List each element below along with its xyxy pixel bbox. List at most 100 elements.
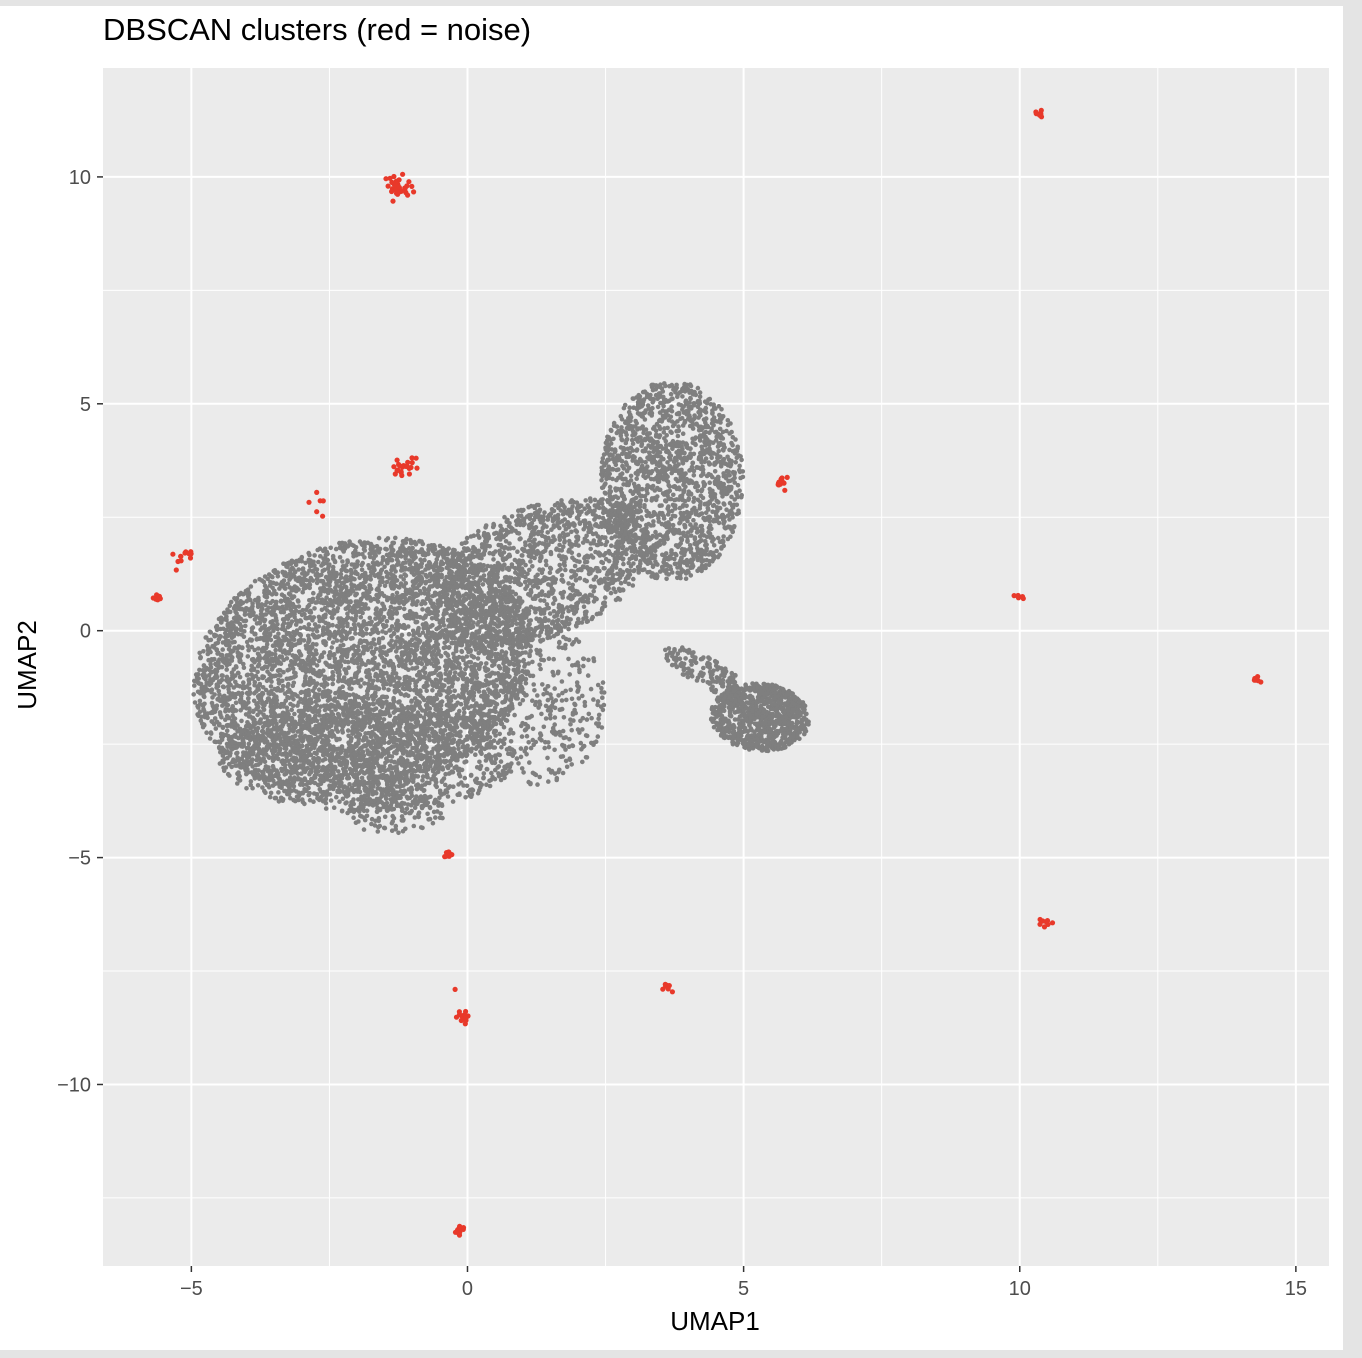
cluster-point xyxy=(206,638,211,643)
cluster-point xyxy=(350,635,355,641)
cluster-point xyxy=(423,572,429,578)
cluster-point xyxy=(376,562,381,567)
cluster-point xyxy=(245,606,250,612)
cluster-point xyxy=(235,670,241,676)
cluster-point xyxy=(362,694,367,700)
cluster-point xyxy=(421,697,427,703)
cluster-point xyxy=(367,671,372,677)
cluster-point xyxy=(339,633,345,639)
cluster-point xyxy=(436,625,441,631)
cluster-point xyxy=(456,746,461,752)
cluster-point xyxy=(263,654,269,659)
cluster-point xyxy=(249,672,254,677)
cluster-point xyxy=(357,609,362,615)
cluster-point xyxy=(394,557,400,562)
cluster-point xyxy=(388,642,394,648)
cluster-point xyxy=(264,678,270,684)
cluster-point xyxy=(327,655,332,661)
cluster-point xyxy=(272,781,278,787)
cluster-point xyxy=(281,669,286,675)
cluster-point xyxy=(462,671,468,677)
cluster-point xyxy=(353,592,358,598)
cluster-point xyxy=(378,648,383,654)
cluster-point xyxy=(351,554,356,559)
cluster-point xyxy=(413,687,419,692)
cluster-point xyxy=(407,616,413,621)
cluster-point xyxy=(257,621,263,626)
cluster-point xyxy=(349,542,355,548)
cluster-point xyxy=(298,625,303,631)
cluster-point xyxy=(287,603,292,609)
cluster-point xyxy=(230,707,235,713)
cluster-point xyxy=(355,644,361,649)
cluster-point xyxy=(397,699,402,704)
cluster-point xyxy=(268,619,273,625)
cluster-point xyxy=(333,546,339,552)
cluster-point xyxy=(402,567,408,572)
cluster-point xyxy=(236,651,241,656)
cluster-point xyxy=(266,590,272,596)
cluster-point xyxy=(393,583,399,589)
cluster-point xyxy=(349,645,355,650)
cluster-point xyxy=(314,600,320,605)
cluster-point xyxy=(368,586,374,592)
cluster-point xyxy=(252,660,257,665)
cluster-point xyxy=(263,687,269,693)
cluster-point xyxy=(425,774,430,780)
cluster-point xyxy=(407,609,413,614)
cluster-point xyxy=(386,648,392,654)
cluster-point xyxy=(294,628,300,633)
cluster-point xyxy=(349,659,355,664)
cluster-point xyxy=(373,573,378,579)
cluster-point xyxy=(291,566,296,572)
cluster-point xyxy=(306,558,312,564)
cluster-point xyxy=(281,620,287,626)
cluster-point xyxy=(279,598,284,604)
cluster-point xyxy=(192,700,198,705)
cluster-point xyxy=(267,658,273,664)
cluster-point xyxy=(191,692,196,697)
cluster-point xyxy=(422,601,428,606)
cluster-point xyxy=(452,670,458,675)
cluster-point xyxy=(225,633,231,639)
cluster-point xyxy=(414,700,419,706)
cluster-point xyxy=(296,649,302,654)
cluster-point xyxy=(312,606,317,611)
cluster-point xyxy=(343,636,349,642)
cluster-point xyxy=(402,686,407,692)
cluster-point xyxy=(266,572,272,577)
cluster-point xyxy=(301,586,307,591)
cluster-point xyxy=(288,633,293,639)
cluster-point xyxy=(353,613,359,618)
cluster-point xyxy=(245,654,251,659)
cluster-point xyxy=(359,662,365,667)
cluster-point xyxy=(368,569,374,575)
cluster-point xyxy=(288,701,293,707)
cluster-point xyxy=(320,568,326,574)
cluster-point xyxy=(202,701,207,707)
cluster-point xyxy=(360,629,365,635)
cluster-point xyxy=(446,697,452,703)
cluster-point xyxy=(226,737,232,742)
cluster-point xyxy=(507,708,512,713)
cluster-point xyxy=(314,567,320,572)
cluster-point xyxy=(446,672,451,678)
cluster-point xyxy=(497,717,502,723)
cluster-point xyxy=(392,578,398,584)
cluster-point xyxy=(402,650,408,655)
cluster-point xyxy=(437,550,442,555)
cluster-point xyxy=(342,541,348,546)
cluster-point xyxy=(282,635,288,640)
cluster-point xyxy=(284,598,289,604)
cluster-point xyxy=(412,581,418,586)
cluster-point xyxy=(262,631,267,636)
cluster-point xyxy=(284,656,290,661)
cluster-point xyxy=(286,638,291,643)
cluster-point xyxy=(336,669,342,674)
cluster-point xyxy=(414,665,420,670)
cluster-point xyxy=(397,622,402,628)
cluster-point xyxy=(381,644,387,650)
cluster-point xyxy=(219,715,224,720)
cluster-point xyxy=(286,651,292,656)
cluster-point xyxy=(322,639,328,644)
